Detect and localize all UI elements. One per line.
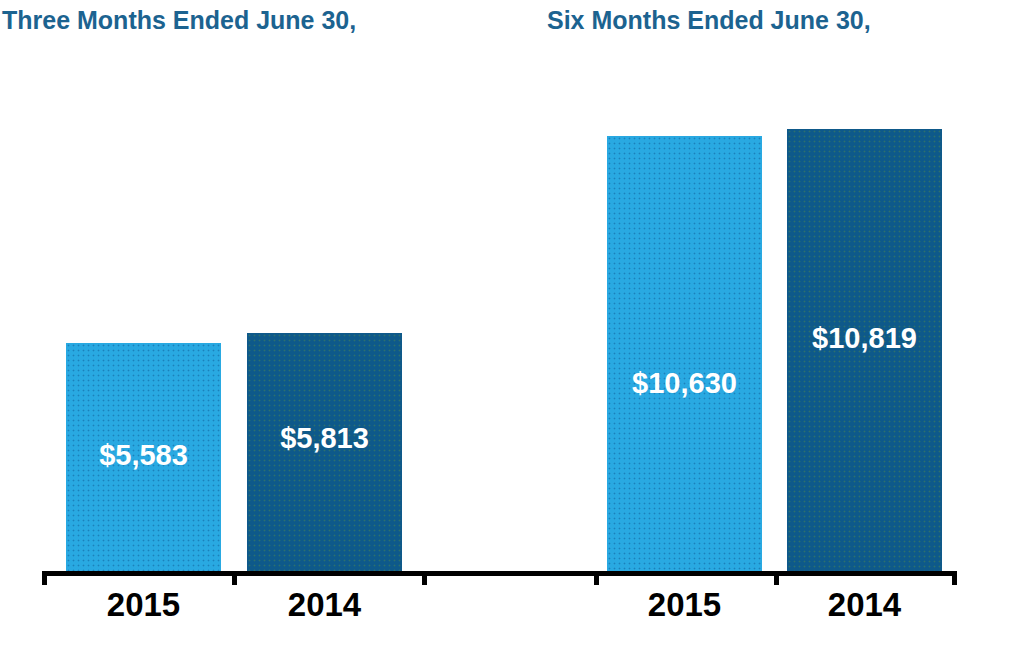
x-axis-tick [952, 571, 957, 585]
x-axis-tick [232, 571, 237, 585]
group-title-six-months: Six Months Ended June 30, [547, 6, 871, 35]
category-label-six-months-2015: 2015 [607, 585, 762, 625]
x-axis-tick [422, 571, 427, 585]
bar-value-label: $5,813 [247, 422, 402, 454]
bar-three-months-2015: $5,583 [66, 343, 221, 571]
x-axis-tick [774, 571, 779, 585]
x-axis-line [42, 571, 957, 576]
bar-six-months-2014: $10,819 [787, 129, 942, 571]
category-label-three-months-2015: 2015 [66, 585, 221, 625]
bar-value-label: $10,630 [607, 367, 762, 399]
bar-value-label: $10,819 [787, 322, 942, 354]
group-title-three-months: Three Months Ended June 30, [2, 6, 356, 35]
x-axis-tick [594, 571, 599, 585]
bar-six-months-2015: $10,630 [607, 136, 762, 571]
bar-value-label: $5,583 [66, 439, 221, 471]
x-axis-tick [42, 571, 47, 585]
bar-three-months-2014: $5,813 [247, 333, 402, 571]
category-label-three-months-2014: 2014 [247, 585, 402, 625]
bar-chart-canvas: Three Months Ended June 30, Six Months E… [0, 0, 1031, 659]
category-label-six-months-2014: 2014 [787, 585, 942, 625]
